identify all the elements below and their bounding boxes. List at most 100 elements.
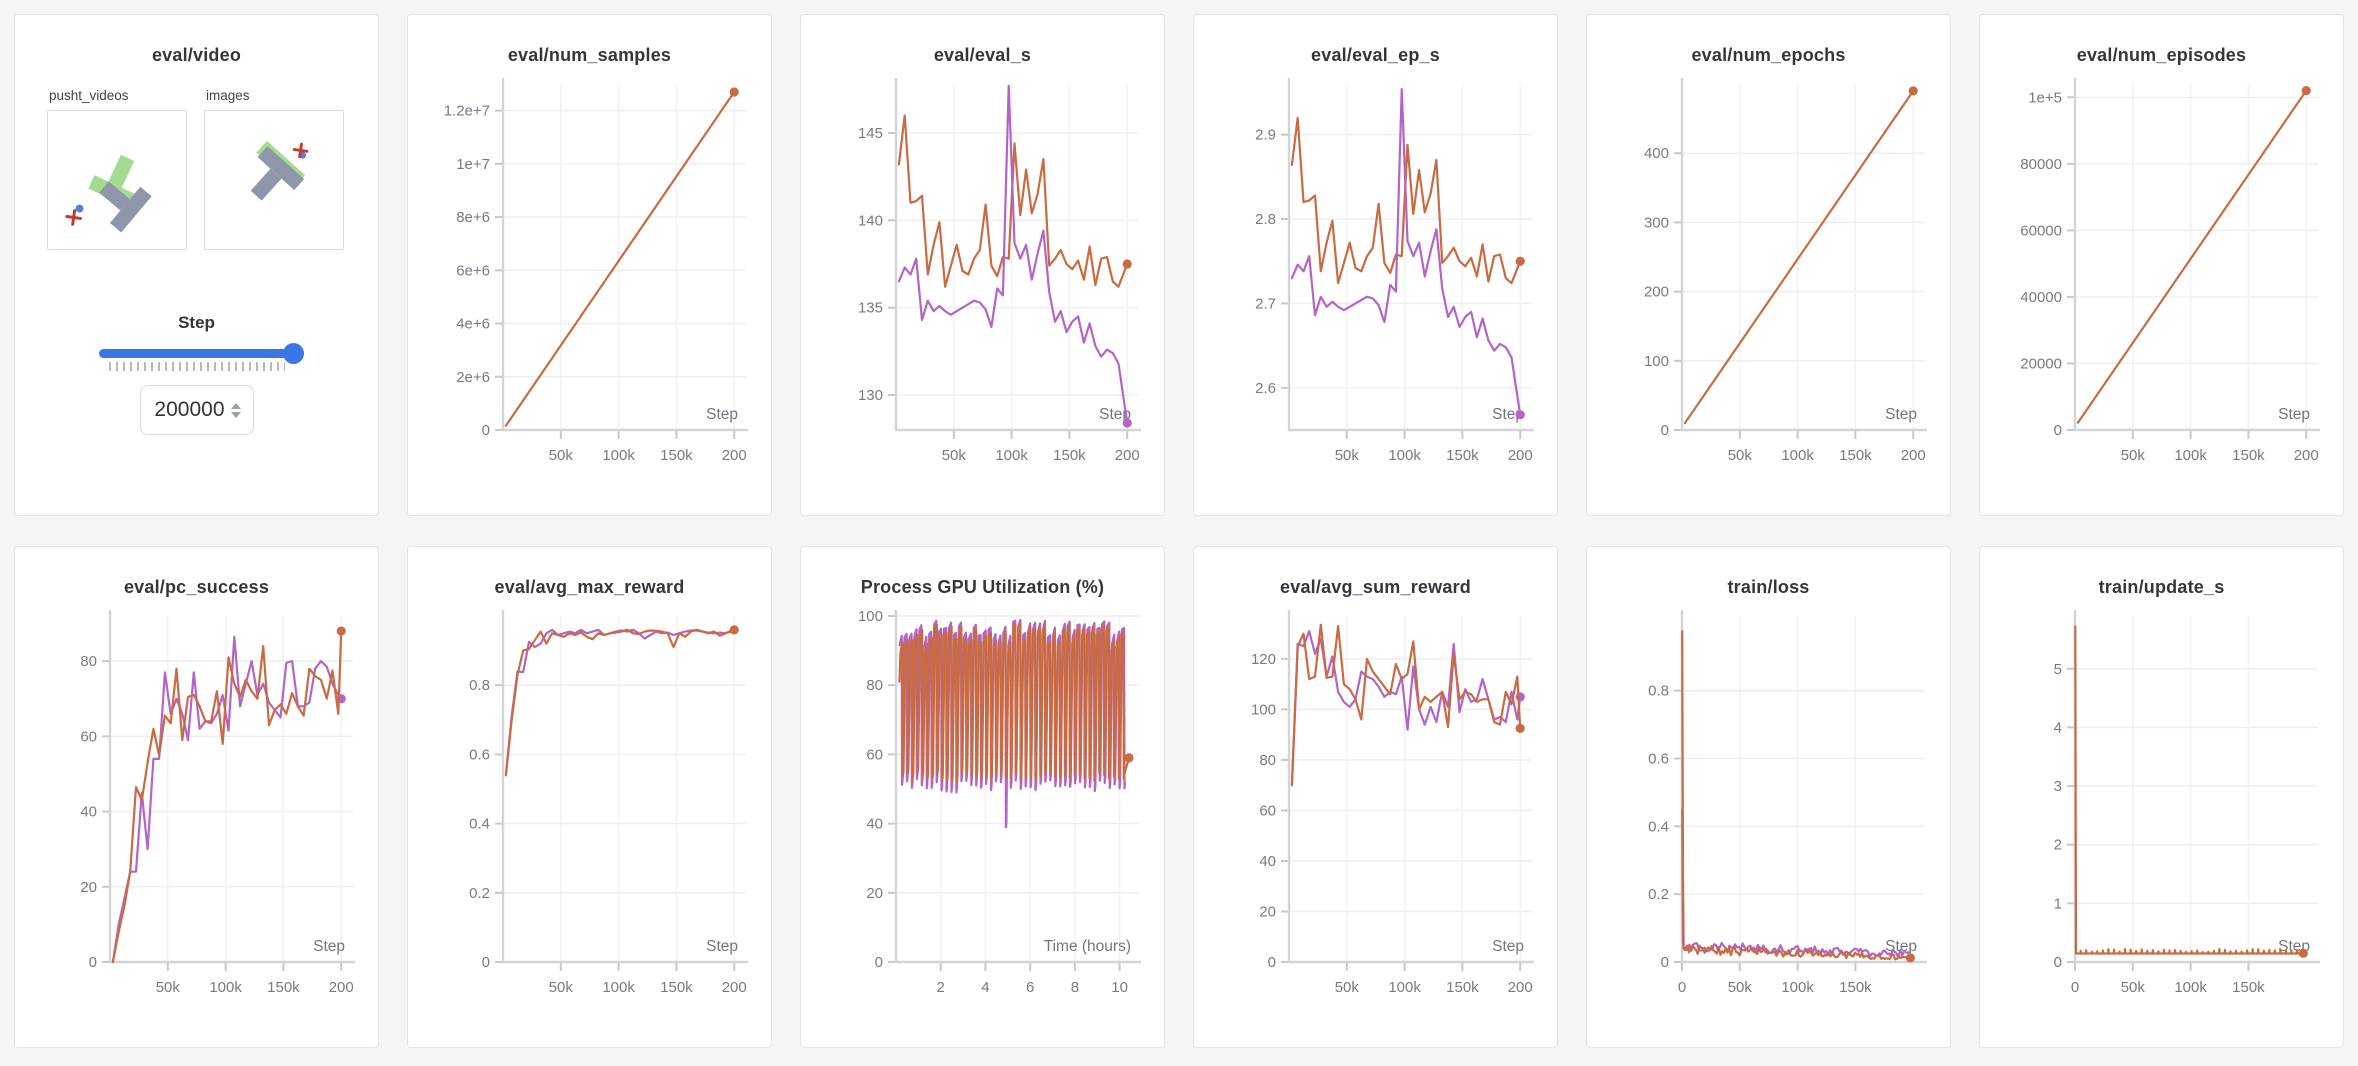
svg-text:Step: Step (1099, 406, 1131, 423)
line-chart[interactable]: 0 20 40 60 80 100 2 4 6 8 10 Time (hours) (801, 600, 1165, 1024)
svg-text:150k: 150k (1446, 979, 1479, 996)
svg-text:60: 60 (1259, 802, 1276, 819)
step-slider-block: Step (47, 313, 346, 435)
svg-text:80: 80 (80, 653, 97, 670)
panel-eval-num-episodes[interactable]: eval/num_episodes 0 20000 40000 60000 80000 1… (1979, 14, 2344, 516)
svg-text:80000: 80000 (2020, 156, 2062, 173)
svg-text:20000: 20000 (2020, 355, 2062, 372)
chart-title: eval/num_samples (507, 45, 672, 65)
svg-text:8e+6: 8e+6 (456, 209, 490, 226)
svg-text:0: 0 (875, 954, 883, 971)
svg-text:2.7: 2.7 (1255, 295, 1276, 312)
svg-text:0.8: 0.8 (1648, 683, 1669, 700)
panel-eval-avg-max-reward[interactable]: eval/avg_max_reward 0 0.2 0.4 0.6 0.8 50k 100k… (407, 546, 772, 1048)
panel-process-gpu-utilization[interactable]: Process GPU Utilization (%) 0 20 40 60 80 100… (800, 546, 1165, 1048)
chart-title: eval/pc_success (123, 577, 270, 597)
svg-text:4: 4 (981, 979, 989, 996)
panel-eval-num-epochs[interactable]: eval/num_epochs 0 100 200 300 400 50k 100k 150k… (1586, 14, 1951, 516)
step-slider-thumb[interactable] (282, 343, 304, 364)
svg-text:0: 0 (2054, 954, 2062, 971)
panel-train-loss[interactable]: train/loss 0 0.2 0.4 0.6 0.8 0 50k 100k 150k Step (1586, 546, 1951, 1048)
svg-text:150k: 150k (1446, 447, 1479, 464)
svg-text:0.6: 0.6 (469, 746, 490, 763)
svg-text:2: 2 (2054, 837, 2062, 854)
svg-text:40: 40 (1259, 853, 1276, 870)
svg-text:200: 200 (722, 979, 747, 996)
line-chart[interactable]: 0 100 200 300 400 50k 100k 150k 200 Step (1587, 68, 1951, 492)
panel-eval-avg-sum-reward[interactable]: eval/avg_sum_reward 0 20 40 60 80 100 120 50k 10… (1193, 546, 1558, 1048)
line-chart[interactable]: 0 20 40 60 80 50k 100k 150k 200 Step (15, 600, 379, 1024)
svg-text:0.6: 0.6 (1648, 750, 1669, 767)
panel-eval-eval-ep-s[interactable]: eval/eval_ep_s 2.6 2.7 2.8 2.9 50k 100k 150k 20… (1193, 14, 1558, 516)
svg-text:100: 100 (1644, 353, 1669, 370)
step-slider-label: Step (178, 313, 215, 332)
step-slider[interactable] (98, 343, 304, 364)
svg-text:100k: 100k (1781, 979, 1814, 996)
svg-text:400: 400 (1644, 145, 1669, 162)
svg-text:150k: 150k (1839, 979, 1872, 996)
svg-text:145: 145 (858, 125, 883, 142)
panel-eval-eval-s[interactable]: eval/eval_s 130 135 140 145 50k 100k 150k 200 St… (800, 14, 1165, 516)
svg-text:150k: 150k (267, 979, 300, 996)
svg-text:1e+7: 1e+7 (456, 156, 490, 173)
svg-text:2.8: 2.8 (1255, 211, 1276, 228)
svg-text:100: 100 (1251, 701, 1276, 718)
decrement-button[interactable] (230, 411, 241, 418)
line-chart[interactable]: 0 20000 40000 60000 80000 1e+5 50k 100k 150k 200 S… (1980, 68, 2344, 492)
images-thumbnail[interactable] (204, 110, 344, 250)
panel-eval-pc-success[interactable]: eval/pc_success 0 20 40 60 80 50k 100k 150k 200 S… (14, 546, 379, 1048)
svg-text:2e+6: 2e+6 (456, 369, 490, 386)
svg-text:200: 200 (329, 979, 354, 996)
svg-text:200: 200 (1115, 447, 1140, 464)
line-chart[interactable]: 130 135 140 145 50k 100k 150k 200 Step (801, 68, 1165, 492)
increment-button[interactable] (230, 402, 241, 409)
svg-text:100k: 100k (602, 447, 635, 464)
svg-text:Step: Step (1492, 406, 1524, 423)
svg-text:4e+6: 4e+6 (456, 316, 490, 333)
line-chart[interactable]: 0 20 40 60 80 100 120 50k 100k 150k 200 Step (1194, 600, 1558, 1024)
panel-eval-num-samples[interactable]: eval/num_samples 0 2e+6 4e+6 6e+6 8e+6 1e+7 1.… (407, 14, 772, 516)
agent-dot (75, 204, 84, 213)
svg-text:60000: 60000 (2020, 222, 2062, 239)
svg-text:100k: 100k (2174, 447, 2207, 464)
line-chart[interactable]: 0 2e+6 4e+6 6e+6 8e+6 1e+7 1.2e+7 50k 100k 150k 20… (408, 68, 772, 492)
line-chart[interactable]: 0 0.2 0.4 0.6 0.8 50k 100k 150k 200 Step (408, 600, 772, 1024)
line-chart[interactable]: 2.6 2.7 2.8 2.9 50k 100k 150k 200 Step (1194, 68, 1558, 492)
chart-title: eval/eval_ep_s (1311, 45, 1440, 65)
svg-text:100k: 100k (2174, 979, 2207, 996)
svg-text:60: 60 (80, 728, 97, 745)
step-value-input[interactable] (152, 398, 225, 422)
chart-title: train/update_s (2098, 577, 2225, 597)
svg-text:100k: 100k (1388, 447, 1421, 464)
svg-text:0: 0 (1678, 979, 1686, 996)
svg-text:50k: 50k (1728, 447, 1753, 464)
chart-title: eval/eval_s (933, 45, 1032, 65)
media-label: images (206, 88, 250, 103)
svg-text:6: 6 (1026, 979, 1034, 996)
svg-text:200: 200 (1508, 447, 1533, 464)
panel-train-update-s[interactable]: train/update_s 0 1 2 3 4 5 0 50k 100k 150k Step (1979, 546, 2344, 1048)
pusht-video-thumbnail[interactable] (47, 110, 187, 250)
video-panel-body: pusht_videos (15, 88, 378, 435)
svg-text:2: 2 (937, 979, 945, 996)
svg-text:150k: 150k (660, 979, 693, 996)
stepper-spin-buttons (230, 402, 241, 418)
svg-text:150k: 150k (1053, 447, 1086, 464)
svg-text:0: 0 (2054, 422, 2062, 439)
panel-title: eval/video (151, 45, 242, 65)
svg-text:80: 80 (1259, 752, 1276, 769)
svg-text:150k: 150k (1839, 447, 1872, 464)
media-row: pusht_videos (47, 88, 346, 255)
chart-title: eval/num_episodes (2076, 45, 2247, 65)
panel-eval-video[interactable]: eval/video pusht_videos (14, 14, 379, 516)
chart-title: eval/avg_max_reward (494, 577, 685, 597)
svg-text:80: 80 (866, 677, 883, 694)
step-slider-ticks (108, 362, 285, 371)
target-cross-icon (292, 142, 309, 159)
svg-text:0: 0 (2071, 979, 2079, 996)
svg-text:50k: 50k (156, 979, 181, 996)
target-cross-icon (65, 209, 82, 226)
